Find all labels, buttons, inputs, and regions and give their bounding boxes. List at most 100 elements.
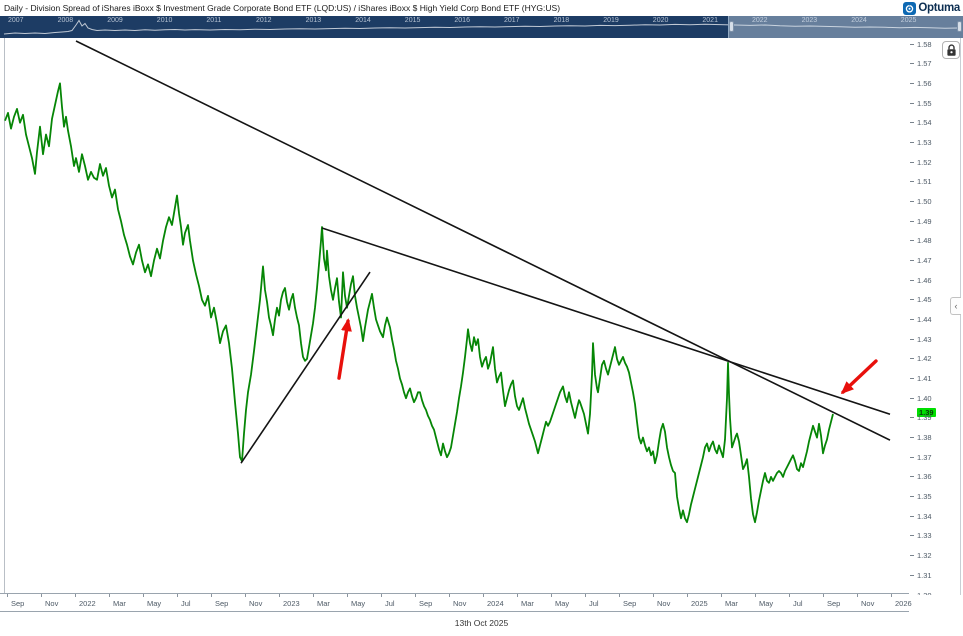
price-chart-canvas[interactable] [0, 38, 963, 593]
y-axis-tick: 1.45 [910, 295, 932, 304]
x-axis-tick-mark [381, 594, 382, 597]
y-axis-tick-mark [910, 63, 914, 65]
optuma-logo-text: Optuma [918, 2, 960, 14]
last-price-label: 1.39 [917, 407, 936, 417]
x-axis-tick-mark [891, 594, 892, 597]
x-axis-label: Mar [521, 599, 534, 608]
range-handle-right[interactable] [957, 21, 962, 32]
y-axis-tick-mark [910, 397, 914, 399]
y-axis-tick: 1.35 [910, 492, 932, 501]
y-axis-tick-mark [910, 378, 914, 380]
y-axis-tick-mark [910, 200, 914, 202]
y-axis-tick-mark [910, 456, 914, 458]
x-axis-tick-mark [211, 594, 212, 597]
y-axis[interactable]: 1.39 1.58 1.57 1.56 1.55 1.54 1.53 1.52 1.51 1.5… [908, 38, 961, 595]
y-axis-tick: 1.42 [910, 354, 932, 363]
x-axis-label: Mar [317, 599, 330, 608]
x-axis-tick-mark [823, 594, 824, 597]
x-axis-tick-mark [687, 594, 688, 597]
x-axis-label: May [555, 599, 570, 608]
x-axis-label: Sep [11, 599, 25, 608]
x-axis-tick-mark [789, 594, 790, 597]
y-axis-tick: 1.47 [910, 256, 932, 265]
x-axis-label: Sep [215, 599, 229, 608]
x-axis-tick-mark [7, 594, 8, 597]
x-axis-tick-mark [177, 594, 178, 597]
y-axis-tick-mark [910, 417, 914, 419]
y-axis-tick: 1.50 [910, 197, 932, 206]
x-axis-label: Nov [657, 599, 671, 608]
short-downtrend-line[interactable] [321, 227, 891, 415]
y-axis-tick-mark [910, 535, 914, 537]
nav-year-label: 2023 [801, 17, 818, 24]
x-axis-tick-mark [279, 594, 280, 597]
red-arrow-up[interactable] [337, 318, 352, 380]
y-axis-tick-mark [910, 181, 914, 183]
y-axis-tick-mark [910, 279, 914, 281]
current-date-label: 13th Oct 2025 [454, 618, 509, 628]
nav-year-label: 2010 [156, 17, 173, 24]
x-axis-label: Nov [45, 599, 59, 608]
nav-year-label: 2008 [57, 17, 74, 24]
x-axis-label: 2024 [487, 599, 504, 608]
range-selection[interactable] [728, 16, 963, 38]
nav-year-label: 2013 [305, 17, 322, 24]
y-axis-tick: 1.32 [910, 551, 932, 560]
y-axis-tick-mark [910, 161, 914, 163]
y-axis-tick: 1.56 [910, 79, 932, 88]
y-axis-tick: 1.34 [910, 512, 932, 521]
lock-button[interactable] [942, 41, 960, 59]
long-downtrend-line[interactable] [75, 40, 891, 441]
x-axis-tick-mark [75, 594, 76, 597]
y-axis-tick: 1.33 [910, 531, 932, 540]
y-axis-tick: 1.46 [910, 276, 932, 285]
x-axis-tick-mark [857, 594, 858, 597]
y-axis-tick: 1.49 [910, 217, 932, 226]
nav-year-label: 2019 [603, 17, 619, 24]
nav-year-label: 2014 [355, 17, 371, 24]
trendlines-group[interactable] [75, 40, 891, 464]
y-axis-tick: 1.58 [910, 40, 932, 49]
y-axis-tick: 1.51 [910, 177, 932, 186]
y-axis-tick: 1.37 [910, 453, 932, 462]
y-axis-tick-mark [910, 220, 914, 222]
y-axis-tick: 1.44 [910, 315, 932, 324]
x-axis-label: Jul [589, 599, 599, 608]
x-axis-label: Sep [623, 599, 637, 608]
x-axis-label: May [759, 599, 774, 608]
x-axis-tick-mark [347, 594, 348, 597]
ascending-line[interactable] [240, 271, 371, 464]
arrow-annotations-group[interactable] [337, 318, 878, 395]
y-axis-tick-mark [910, 240, 914, 242]
x-axis-tick-mark [415, 594, 416, 597]
y-axis-tick: 1.54 [910, 118, 932, 127]
x-axis-label: 2026 [895, 599, 912, 608]
ratio-line-series[interactable] [4, 82, 834, 524]
x-axis-tick-mark [619, 594, 620, 597]
y-axis-tick-mark [910, 555, 914, 557]
range-handle-left[interactable] [729, 21, 734, 32]
x-axis[interactable]: Sep Nov 2022 Mar May Jul Sep Nov 2023 Mar May Jul Se… [0, 593, 912, 612]
y-axis-tick-mark [910, 338, 914, 340]
y-axis-tick-mark [910, 259, 914, 261]
y-axis-tick: 1.41 [910, 374, 932, 383]
x-axis-label: 2023 [283, 599, 300, 608]
y-axis-tick-mark [910, 141, 914, 143]
nav-year-label: 2016 [454, 17, 470, 24]
x-axis-label: May [147, 599, 162, 608]
x-axis-label: Nov [453, 599, 467, 608]
nav-year-label: 2018 [553, 17, 570, 24]
collapse-panel-button[interactable]: ‹ [950, 297, 961, 315]
y-axis-tick: 1.52 [910, 158, 932, 167]
y-axis-tick-mark [910, 122, 914, 124]
nav-year-label: 2025 [900, 17, 917, 24]
y-axis-tick-mark [910, 437, 914, 439]
y-axis-tick: 1.39 [910, 413, 932, 422]
y-axis-tick-mark [910, 358, 914, 360]
range-navigator[interactable]: 2007 2008 2009 2010 2011 2012 2013 2014 2015 2016… [0, 16, 963, 38]
y-axis-tick-mark [910, 594, 914, 595]
x-axis-tick-mark [755, 594, 756, 597]
red-arrow-down-left[interactable] [840, 359, 878, 395]
nav-year-label: 2017 [504, 17, 520, 24]
x-axis-label: 2022 [79, 599, 96, 608]
